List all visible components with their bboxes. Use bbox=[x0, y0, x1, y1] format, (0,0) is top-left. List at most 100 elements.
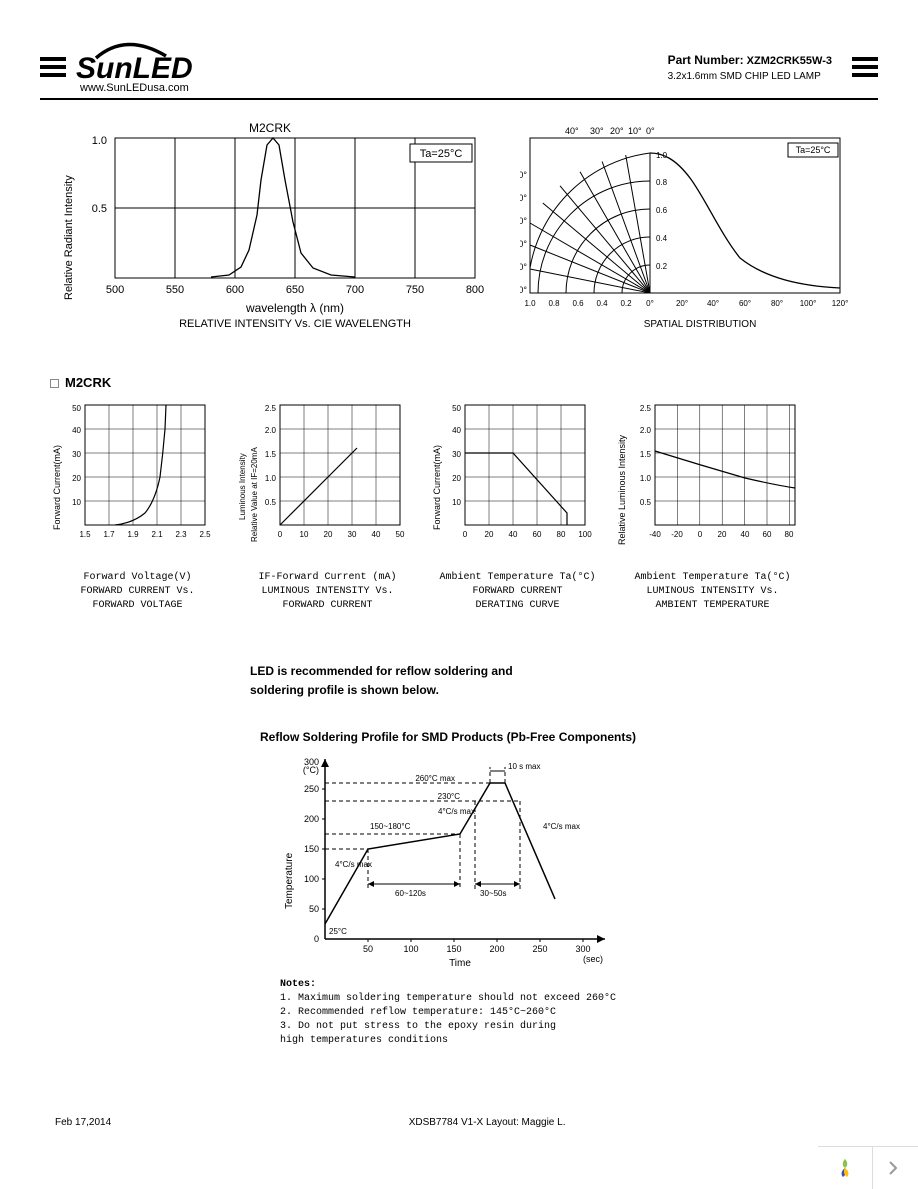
svg-text:1.0: 1.0 bbox=[524, 299, 536, 308]
svg-text:0.8: 0.8 bbox=[656, 178, 668, 187]
svg-text:0.2: 0.2 bbox=[620, 299, 632, 308]
svg-text:0.6: 0.6 bbox=[572, 299, 584, 308]
svg-text:0°: 0° bbox=[646, 126, 655, 136]
svg-text:1.5: 1.5 bbox=[640, 450, 652, 459]
iv-chart: Forward Current(mA) 10 20 30 40 50 bbox=[50, 400, 225, 612]
s4-xlabel: Ambient Temperature Ta(°C) bbox=[615, 572, 810, 584]
svg-text:SunLED: SunLED bbox=[76, 52, 193, 84]
svg-text:30~50s: 30~50s bbox=[480, 889, 506, 898]
c2-caption: SPATIAL DISTRIBUTION bbox=[644, 319, 757, 330]
svg-text:10 s max: 10 s max bbox=[508, 762, 540, 771]
s4-c1: LUMINOUS INTENSITY Vs. bbox=[615, 586, 810, 598]
svg-text:1.0: 1.0 bbox=[265, 474, 277, 483]
svg-text:30: 30 bbox=[348, 530, 357, 539]
svg-text:10°: 10° bbox=[628, 126, 642, 136]
bullet-icon bbox=[50, 379, 59, 388]
svg-text:20: 20 bbox=[485, 530, 494, 539]
svg-text:0.5: 0.5 bbox=[92, 203, 107, 215]
svg-text:100°: 100° bbox=[520, 285, 527, 295]
svg-text:-20: -20 bbox=[671, 530, 683, 539]
svg-text:Time: Time bbox=[449, 958, 471, 969]
note-1: 1. Maximum soldering temperature should … bbox=[280, 992, 878, 1006]
svg-text:10: 10 bbox=[72, 498, 81, 507]
svg-text:30: 30 bbox=[452, 450, 461, 459]
footer-date: Feb 17,2014 bbox=[55, 1117, 111, 1128]
svg-text:2.0: 2.0 bbox=[640, 426, 652, 435]
reflow-text: LED is recommended for reflow soldering … bbox=[250, 662, 878, 700]
svg-text:0: 0 bbox=[463, 530, 468, 539]
svg-text:Relative Luminous Intensity: Relative Luminous Intensity bbox=[617, 434, 627, 545]
svg-text:260°C max: 260°C max bbox=[415, 774, 455, 783]
menu-icon-right[interactable] bbox=[852, 57, 878, 77]
note-3b: high temperatures conditions bbox=[280, 1034, 878, 1048]
next-button[interactable] bbox=[872, 1147, 912, 1189]
svg-text:80: 80 bbox=[557, 530, 566, 539]
svg-text:50: 50 bbox=[396, 530, 405, 539]
svg-text:750: 750 bbox=[406, 284, 424, 296]
svg-text:80°: 80° bbox=[771, 299, 783, 308]
svg-text:700: 700 bbox=[346, 284, 364, 296]
svg-text:-40: -40 bbox=[649, 530, 661, 539]
logo: SunLED www.SunLEDusa.com bbox=[76, 40, 668, 94]
svg-text:200: 200 bbox=[489, 944, 504, 954]
svg-text:230°C: 230°C bbox=[438, 792, 461, 801]
part-number: XZM2CRK55W-3 bbox=[747, 55, 832, 67]
svg-text:0°: 0° bbox=[646, 299, 654, 308]
svg-text:20°: 20° bbox=[676, 299, 688, 308]
svg-text:50: 50 bbox=[363, 944, 373, 954]
svg-text:1.0: 1.0 bbox=[92, 135, 107, 147]
svg-text:100°: 100° bbox=[800, 299, 817, 308]
svg-text:0.8: 0.8 bbox=[548, 299, 560, 308]
note-2: 2. Recommended reflow temperature: 145°C… bbox=[280, 1006, 878, 1020]
svg-text:500: 500 bbox=[106, 284, 124, 296]
reflow-title: Reflow Soldering Profile for SMD Product… bbox=[260, 730, 878, 744]
svg-text:0.5: 0.5 bbox=[265, 498, 277, 507]
footer-doc: XDSB7784 V1-X Layout: Maggie L. bbox=[409, 1117, 566, 1128]
svg-text:1.0: 1.0 bbox=[640, 474, 652, 483]
svg-text:0.2: 0.2 bbox=[656, 262, 668, 271]
menu-icon[interactable] bbox=[40, 57, 66, 77]
svg-text:100: 100 bbox=[304, 874, 319, 884]
c1-caption: RELATIVE INTENSITY Vs. CIE WAVELENGTH bbox=[179, 318, 411, 330]
svg-text:(sec): (sec) bbox=[583, 954, 603, 964]
svg-text:250: 250 bbox=[304, 784, 319, 794]
svg-text:Relative Value at IF=20mA: Relative Value at IF=20mA bbox=[250, 447, 259, 542]
svg-text:650: 650 bbox=[286, 284, 304, 296]
note-3: 3. Do not put stress to the epoxy resin … bbox=[280, 1020, 878, 1034]
svg-text:0: 0 bbox=[278, 530, 283, 539]
svg-text:2.5: 2.5 bbox=[265, 404, 277, 413]
svg-text:25°C: 25°C bbox=[329, 927, 347, 936]
svg-text:50°: 50° bbox=[520, 170, 527, 180]
li-if-chart: Luminous Intensity Relative Value at IF=… bbox=[235, 400, 420, 612]
svg-text:20: 20 bbox=[72, 474, 81, 483]
li-temp-chart: Relative Luminous Intensity 0.5 1.0 1.5 bbox=[615, 400, 810, 612]
svg-text:4°C/s max: 4°C/s max bbox=[543, 822, 580, 831]
svg-text:40: 40 bbox=[452, 426, 461, 435]
svg-text:150: 150 bbox=[446, 944, 461, 954]
c1-xlabel: wavelength λ (nm) bbox=[245, 301, 344, 315]
svg-text:1.9: 1.9 bbox=[127, 530, 139, 539]
app-icon[interactable] bbox=[833, 1156, 857, 1180]
s1-xlabel: Forward Voltage(V) bbox=[50, 572, 225, 584]
s3-xlabel: Ambient Temperature Ta(°C) bbox=[430, 572, 605, 584]
svg-text:(°C): (°C) bbox=[303, 765, 319, 775]
svg-text:40°: 40° bbox=[565, 126, 579, 136]
section-label: M2CRK bbox=[50, 375, 878, 390]
c1-title: M2CRK bbox=[249, 121, 291, 135]
svg-text:300: 300 bbox=[575, 944, 590, 954]
product-desc: 3.2x1.6mm SMD CHIP LED LAMP bbox=[668, 71, 832, 82]
svg-text:250: 250 bbox=[532, 944, 547, 954]
svg-text:60°: 60° bbox=[739, 299, 751, 308]
svg-text:80°: 80° bbox=[520, 239, 527, 249]
svg-text:0: 0 bbox=[314, 934, 319, 944]
svg-text:2.3: 2.3 bbox=[175, 530, 187, 539]
svg-text:20: 20 bbox=[718, 530, 727, 539]
svg-text:2.1: 2.1 bbox=[151, 530, 163, 539]
svg-text:20: 20 bbox=[452, 474, 461, 483]
svg-text:Ta=25°C: Ta=25°C bbox=[420, 148, 463, 160]
svg-text:1.7: 1.7 bbox=[103, 530, 115, 539]
s1-c2: FORWARD VOLTAGE bbox=[50, 600, 225, 612]
spatial-chart: 1.0 0.8 0.6 0.4 0.2 Ta=25°C 40° 30° 20° bbox=[520, 120, 850, 335]
svg-text:30°: 30° bbox=[590, 126, 604, 136]
svg-text:1.5: 1.5 bbox=[79, 530, 91, 539]
